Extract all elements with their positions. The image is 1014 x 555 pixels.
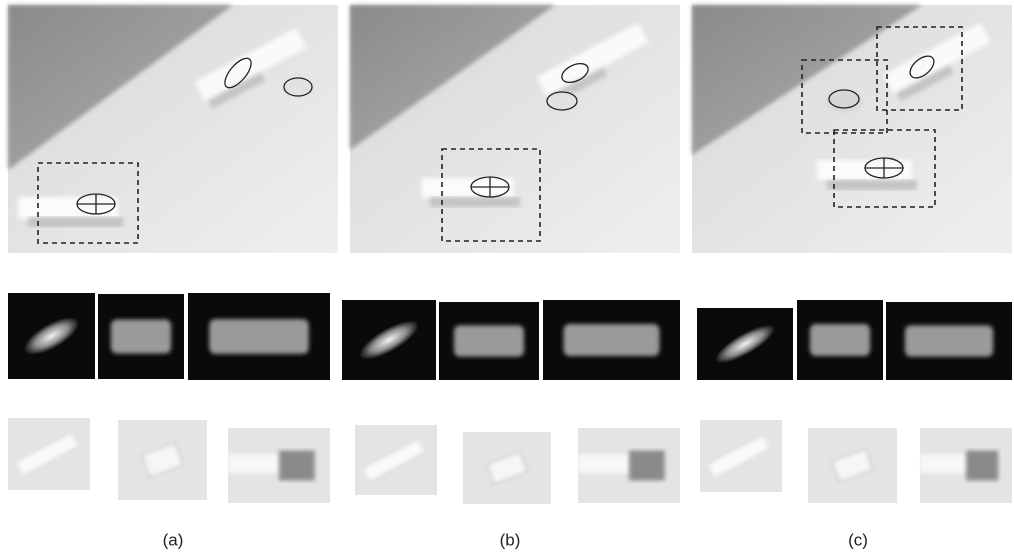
- appearance-thumbnail: [118, 420, 207, 500]
- feature-thumbnail: [439, 302, 539, 380]
- thumb-blob: [111, 320, 171, 354]
- thumb-vehicle-shadow: [629, 451, 665, 481]
- feature-thumbnail: [543, 300, 680, 380]
- caption: (b): [500, 530, 521, 549]
- thumb-blob: [209, 319, 308, 354]
- appearance-thumbnail: [355, 425, 437, 495]
- feature-thumbnail: [8, 293, 95, 379]
- appearance-thumbnail: [700, 420, 782, 492]
- caption: (c): [848, 530, 868, 549]
- feature-thumbnail: [188, 293, 330, 380]
- thumb-vehicle-shadow: [966, 451, 998, 481]
- figure: (a) (b) (c): [0, 0, 1014, 555]
- appearance-thumbnail: [8, 418, 90, 490]
- feature-thumbnail: [697, 308, 793, 380]
- aerial-image-a: [8, 5, 338, 253]
- thumb-blob: [564, 324, 660, 356]
- appearance-thumbnail: [228, 428, 330, 503]
- appearance-thumbnail: [808, 428, 897, 503]
- thumb-vehicle-shadow: [279, 451, 315, 481]
- feature-thumbnail: [886, 302, 1012, 380]
- thumbnails: [8, 293, 1012, 504]
- appearance-thumbnail: [920, 428, 1012, 503]
- caption: (a): [163, 530, 184, 549]
- aerial-image-c: [692, 5, 1012, 253]
- feature-thumbnail: [98, 294, 184, 379]
- appearance-thumbnail: [463, 432, 551, 504]
- feature-thumbnail: [797, 300, 883, 380]
- appearance-thumbnail: [578, 428, 680, 503]
- feature-thumbnail: [342, 300, 436, 380]
- aerial-image-b: [350, 5, 680, 253]
- thumb-blob: [905, 325, 993, 356]
- thumb-blob: [810, 324, 870, 356]
- thumb-blob: [454, 325, 524, 356]
